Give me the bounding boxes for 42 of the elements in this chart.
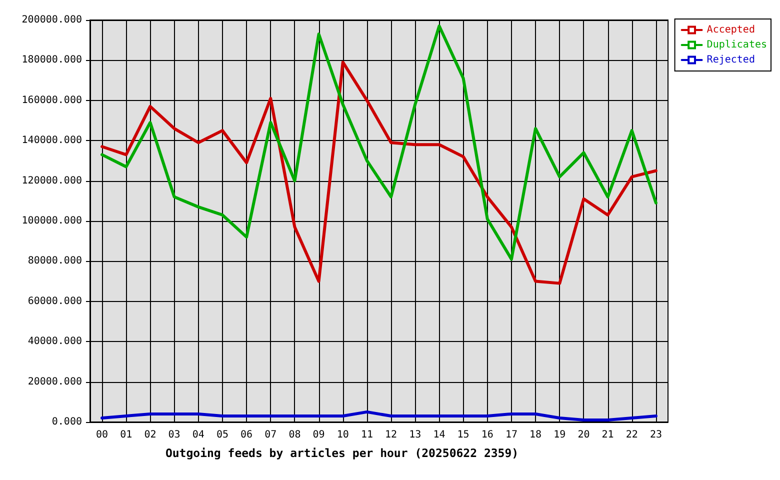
y-tick-label: 80000.000 xyxy=(28,256,82,267)
y-tick-label: 140000.000 xyxy=(22,135,82,146)
y-tick-label: 40000.000 xyxy=(28,336,82,348)
x-tick-label: 14 xyxy=(433,430,446,440)
x-tick-label: 16 xyxy=(481,430,494,440)
x-tick-label: 07 xyxy=(264,430,277,440)
x-tick-label: 15 xyxy=(457,430,470,440)
x-tick-label: 19 xyxy=(554,430,566,440)
x-tick-label: 11 xyxy=(360,430,373,440)
legend-label: Rejected xyxy=(706,54,755,66)
x-tick-label: 23 xyxy=(650,430,662,440)
x-tick-label: 01 xyxy=(120,430,132,440)
x-tick-label: 02 xyxy=(144,430,156,440)
x-tick-label: 22 xyxy=(626,430,638,440)
x-tick-label: 00 xyxy=(96,430,108,440)
x-tick-label: 10 xyxy=(336,430,349,440)
x-tick-label: 13 xyxy=(409,430,422,440)
x-tick-label: 05 xyxy=(216,430,228,440)
x-tick-label: 12 xyxy=(385,430,398,440)
x-axis-title: Outgoing feeds by articles per hour (20250622 2359) xyxy=(165,446,519,460)
y-tick-label: 100000.000 xyxy=(22,216,82,226)
line-series xyxy=(100,24,658,261)
x-tick-label: 18 xyxy=(530,430,542,440)
x-tick-label: 20 xyxy=(578,430,590,440)
line-series xyxy=(100,410,658,422)
y-tick-label: 160000.000 xyxy=(22,94,82,106)
legend-label: Duplicates xyxy=(706,40,768,50)
y-tick-label: 200000.000 xyxy=(22,14,82,26)
x-tick-label: 21 xyxy=(602,430,614,440)
x-tick-label: 17 xyxy=(505,430,518,440)
y-tick-label: 120000.000 xyxy=(22,175,82,186)
y-tick-label: 20000.000 xyxy=(28,376,82,388)
x-tick-label: 04 xyxy=(192,430,204,440)
x-tick-label: 03 xyxy=(168,430,180,440)
x-tick-label: 09 xyxy=(312,430,325,440)
x-tick-label: 06 xyxy=(240,430,253,440)
y-tick-label: 0.000 xyxy=(52,416,82,428)
legend-label: Accepted xyxy=(706,24,755,36)
y-tick-label: 60000.000 xyxy=(28,296,82,307)
y-tick-label: 180000.000 xyxy=(22,54,82,66)
x-tick-label: 08 xyxy=(288,430,301,440)
line-series xyxy=(100,60,658,285)
